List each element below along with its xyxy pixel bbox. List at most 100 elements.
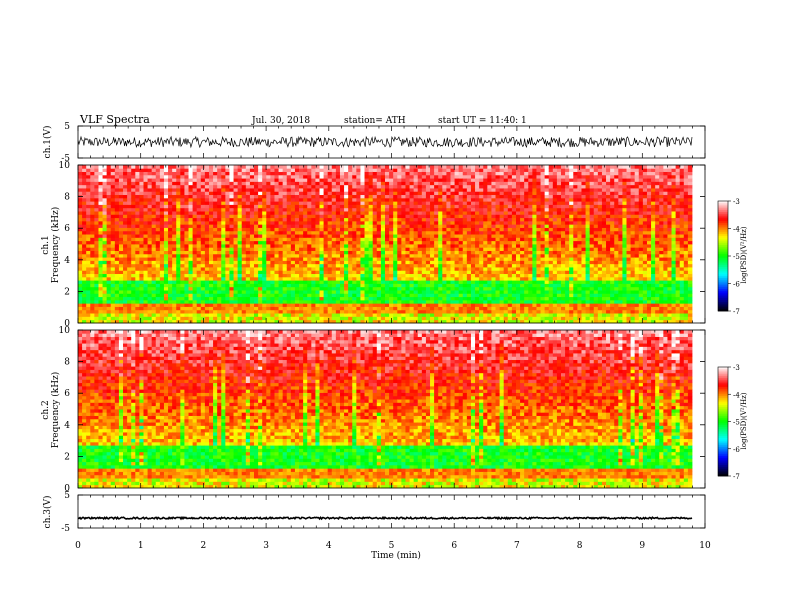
spectrogram-cell <box>102 211 108 215</box>
spectrogram-cell <box>458 240 464 245</box>
spectrogram-cell <box>327 194 333 199</box>
spectrogram-cell <box>376 313 382 317</box>
spectrogram-cell <box>90 240 95 245</box>
spectrogram-cell <box>78 296 83 301</box>
spectrogram-cell <box>413 273 419 278</box>
spectrogram-cell <box>213 319 218 324</box>
spectrogram-cell <box>127 201 132 205</box>
spectrogram-cell <box>278 280 284 284</box>
spectrogram-cell <box>405 263 410 268</box>
spectrogram-cell <box>450 227 455 232</box>
spectrogram-cell <box>245 309 251 314</box>
spectrogram-cell <box>196 240 202 245</box>
spectrogram-cell <box>393 171 398 176</box>
spectrogram-cell <box>475 263 480 268</box>
spectrogram-cell <box>159 214 165 219</box>
spectrogram-cell <box>438 283 443 288</box>
spectrogram-cell <box>159 263 165 268</box>
spectrogram-cell <box>278 253 284 258</box>
spectrogram-cell <box>434 293 439 298</box>
spectrogram-cell <box>307 224 312 228</box>
spectrogram-cell <box>114 227 120 232</box>
spectrogram-cell <box>225 165 230 169</box>
spectrogram-cell <box>237 247 243 251</box>
spectrogram-cell <box>106 211 112 215</box>
spectrogram-cell <box>172 178 177 182</box>
spectrogram-cell <box>397 257 402 261</box>
spectrogram-cell <box>372 217 378 222</box>
spectrogram-cell <box>106 234 112 238</box>
spectrogram-cell <box>368 263 374 268</box>
spectrogram-cell <box>233 250 239 255</box>
spectrogram-cell <box>450 220 455 225</box>
spectrogram-cell <box>372 204 378 209</box>
spectrogram-cell <box>319 270 324 275</box>
spectrogram-cell <box>303 240 308 245</box>
spectrogram-cell <box>282 207 288 212</box>
spectrogram-cell <box>262 247 267 251</box>
spectrogram-cell <box>405 181 410 186</box>
spectrogram-cell <box>294 306 300 311</box>
spectrogram-cell <box>462 270 468 275</box>
spectrogram-cell <box>425 165 431 169</box>
spectrogram-cell <box>311 224 316 228</box>
spectrogram-cell <box>303 260 308 265</box>
spectrogram-cell <box>405 214 410 219</box>
spectrogram-cell <box>82 306 87 311</box>
spectrogram-cell <box>139 191 144 196</box>
spectrogram-cell <box>159 247 165 251</box>
spectrogram-cell <box>213 181 218 186</box>
spectrogram-cell <box>446 303 451 307</box>
spectrogram-cell <box>106 217 112 222</box>
spectrogram-cell <box>127 253 132 258</box>
spectrogram-cell <box>405 194 410 199</box>
spectrogram-cell <box>184 224 189 228</box>
spectrogram-cell <box>278 303 284 307</box>
spectrogram-cell <box>413 217 419 222</box>
spectrogram-cell <box>368 240 374 245</box>
spectrogram-cell <box>466 290 472 294</box>
spectrogram-cell <box>180 217 185 222</box>
spectrogram-cell <box>233 296 239 301</box>
spectrogram-cell <box>376 280 382 284</box>
spectrogram-cell <box>213 174 218 179</box>
spectrogram-cell <box>159 283 165 288</box>
spectrogram-cell <box>348 299 353 304</box>
spectrogram-cell <box>385 276 390 281</box>
spectrogram-cell <box>475 280 480 284</box>
spectrogram-cell <box>245 299 251 304</box>
spectrogram-cell <box>311 204 316 209</box>
spectrogram-cell <box>151 309 157 314</box>
spectrogram-cell <box>397 276 402 281</box>
spectrogram-cell <box>319 191 324 196</box>
spectrogram-cell <box>356 234 361 238</box>
spectrogram-cell <box>249 299 255 304</box>
spectrogram-cell <box>241 224 247 228</box>
spectrogram-cell <box>409 214 415 219</box>
spectrogram-cell <box>479 237 484 242</box>
spectrogram-cell <box>385 184 390 189</box>
spectrogram-cell <box>368 299 374 304</box>
spectrogram-cell <box>339 197 345 202</box>
spectrogram-cell <box>438 220 443 225</box>
spectrogram-cell <box>135 165 140 169</box>
spectrogram-cell <box>188 201 194 205</box>
spectrogram-cell <box>168 211 173 215</box>
spectrogram-cell <box>90 174 95 179</box>
spectrogram-cell <box>409 290 415 294</box>
spectrogram-cell <box>389 234 394 238</box>
spectrogram-cell <box>385 234 390 238</box>
spectrogram-cell <box>254 237 259 242</box>
spectrogram-cell <box>196 188 202 192</box>
spectrogram-cell <box>286 319 292 324</box>
spectrogram-cell <box>237 309 243 314</box>
spectrogram-cell <box>221 303 226 307</box>
spectrogram-cell <box>413 227 419 232</box>
spectrogram-cell <box>241 220 247 225</box>
spectrogram-cell <box>425 276 431 281</box>
spectrogram-cell <box>372 165 378 169</box>
spectrogram-cell <box>315 240 320 245</box>
spectrogram-cell <box>397 234 402 238</box>
spectrogram-cell <box>229 207 234 212</box>
spectrogram-cell <box>417 237 423 242</box>
